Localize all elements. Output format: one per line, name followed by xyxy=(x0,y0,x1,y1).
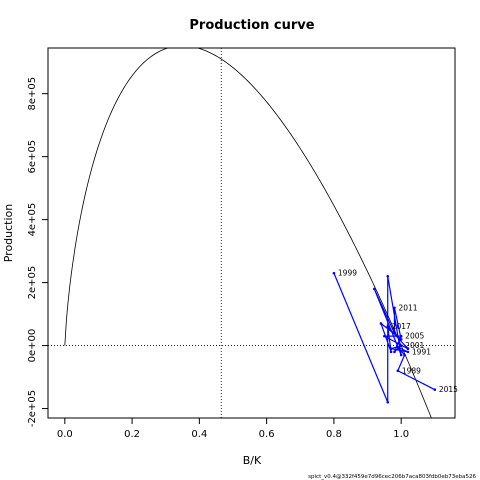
trajectory-point xyxy=(399,334,403,338)
production-curve xyxy=(64,48,432,418)
x-axis-label: B/K xyxy=(243,454,262,467)
trajectory-point xyxy=(393,306,396,310)
trajectory-point xyxy=(403,353,406,357)
footer-version: spict_v0.4@332f459e7d96cec206b7aca803fdb… xyxy=(308,474,476,480)
production-curve-line xyxy=(64,48,432,418)
plot-frame xyxy=(47,47,456,419)
x-axis: 0.0 0.2 0.4 0.6 0.8 1.0 xyxy=(57,418,409,440)
x-tick-label: 0.4 xyxy=(191,429,207,440)
trajectory-point xyxy=(393,350,396,354)
y-tick-label: 6e+05 xyxy=(27,140,38,174)
trajectory-point xyxy=(433,388,437,391)
y-axis: -2e+05 0e+00 2e+05 4e+05 6e+05 8e+05 xyxy=(27,77,48,427)
trajectory-point xyxy=(386,274,390,278)
x-tick-label: 0.6 xyxy=(259,429,275,440)
chart-title: Production curve xyxy=(189,18,314,33)
trajectory-point xyxy=(386,400,390,404)
trajectory-point xyxy=(383,334,386,338)
point-year-label: 1989 xyxy=(402,366,421,375)
y-tick-label: 2e+05 xyxy=(27,266,38,300)
y-tick-label: 0e+00 xyxy=(27,329,38,363)
y-tick-label: -2e+05 xyxy=(27,390,38,427)
trajectory-point xyxy=(393,331,396,335)
trajectory-point xyxy=(399,353,403,357)
trajectory-point xyxy=(406,347,410,351)
point-year-label: 2011 xyxy=(398,303,417,312)
trajectory-point xyxy=(386,325,390,328)
trajectory-line xyxy=(333,272,436,403)
y-tick-label: 4e+05 xyxy=(27,203,38,237)
point-year-label: 1991 xyxy=(412,347,431,356)
trajectory-point xyxy=(399,337,403,341)
point-year-label: 1999 xyxy=(338,269,357,278)
y-tick-label: 8e+05 xyxy=(27,77,38,111)
trajectory-point xyxy=(406,350,410,354)
trajectory-point xyxy=(396,369,400,373)
trajectory-point xyxy=(396,345,400,349)
y-axis-label: Production xyxy=(2,204,15,263)
trajectory-point xyxy=(389,350,393,354)
reference-lines xyxy=(48,48,455,418)
trajectory-point xyxy=(399,344,403,347)
trajectory-point xyxy=(332,271,336,275)
point-year-label: 2017 xyxy=(392,322,411,331)
x-tick-label: 0.2 xyxy=(124,429,140,440)
point-year-label: 2001 xyxy=(405,341,424,350)
x-tick-label: 1.0 xyxy=(393,429,409,440)
trajectory-point xyxy=(379,322,383,325)
x-tick-label: 0.0 xyxy=(57,429,73,440)
trajectory-point xyxy=(389,347,393,351)
trajectory-point xyxy=(372,287,376,291)
x-tick-label: 0.8 xyxy=(326,429,342,440)
point-year-label: 2005 xyxy=(405,332,424,341)
point-year-label: 2015 xyxy=(439,385,458,394)
